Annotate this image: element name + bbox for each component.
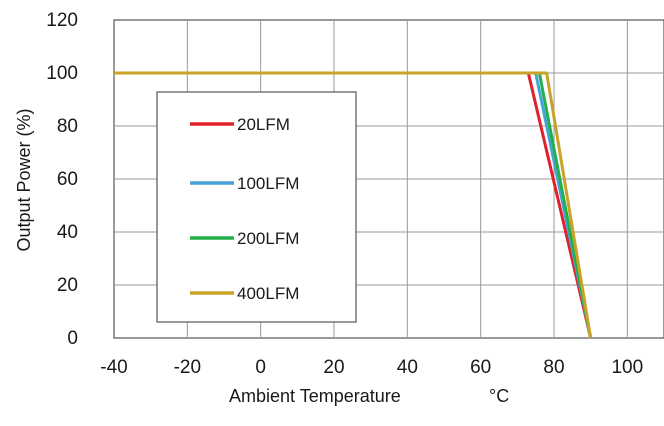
y-tick-label: 60 — [57, 169, 78, 190]
y-tick-label: 100 — [46, 63, 78, 84]
x-tick-label: -20 — [174, 357, 201, 378]
x-tick-label: 100 — [611, 357, 643, 378]
legend-label: 400LFM — [237, 284, 299, 303]
legend: 20LFM 100LFM 200LFM 400LFM — [156, 91, 357, 323]
x-tick-label: 60 — [470, 357, 491, 378]
legend-label: 20LFM — [237, 115, 290, 134]
y-tick-label: 120 — [46, 10, 78, 31]
series-line-400lfm — [114, 71, 593, 339]
y-tick-label: 20 — [57, 275, 78, 296]
x-tick-label: 20 — [323, 357, 344, 378]
y-tick-label: 40 — [57, 222, 78, 243]
legend-box — [156, 91, 357, 323]
x-tick-label: 40 — [397, 357, 418, 378]
x-tick-label: 80 — [543, 357, 564, 378]
x-axis-label: Ambient Temperature — [229, 386, 401, 406]
x-axis-unit-label: °C — [489, 386, 509, 406]
legend-label: 200LFM — [237, 229, 299, 248]
tick-labels: -40 -20 0 20 40 60 80 100 0 20 40 60 80 100 120 — [46, 10, 643, 378]
y-tick-label: 80 — [57, 116, 78, 137]
y-tick-label: 0 — [67, 328, 78, 349]
x-tick-label: -40 — [100, 357, 127, 378]
legend-label: 100LFM — [237, 174, 299, 193]
y-axis-label: Output Power (%) — [14, 108, 34, 251]
x-tick-label: 0 — [255, 357, 266, 378]
series-lines — [114, 71, 593, 339]
